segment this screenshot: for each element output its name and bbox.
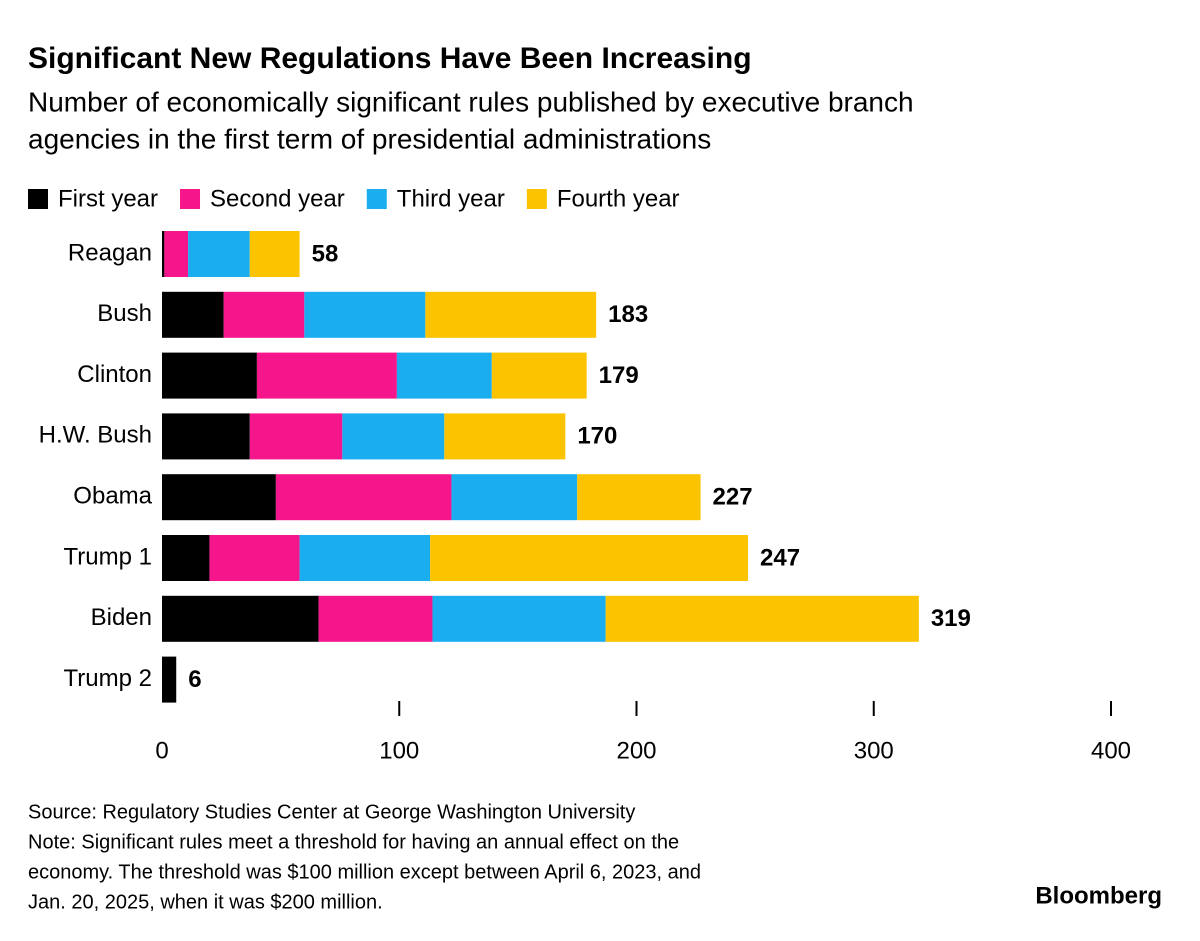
bar-segment xyxy=(275,474,452,521)
total-label: 227 xyxy=(713,484,753,511)
bar-segment xyxy=(304,291,426,338)
x-tick-label: 100 xyxy=(379,737,419,764)
legend-label: Second year xyxy=(210,185,345,212)
bar-segment xyxy=(577,474,701,521)
legend-swatch xyxy=(366,189,387,209)
bar-segment xyxy=(299,535,431,581)
x-tick-label: 400 xyxy=(1091,737,1131,764)
bar-segment xyxy=(491,352,587,399)
bar-segment xyxy=(162,352,257,399)
bar-segment xyxy=(162,474,276,521)
subtitle: agencies in the first term of presidenti… xyxy=(28,123,711,154)
bar-segment xyxy=(162,535,210,581)
y-tick-label: Trump 1 xyxy=(64,543,152,570)
bar-segment xyxy=(342,413,445,460)
x-tick-label: 300 xyxy=(854,737,894,764)
legend-swatch xyxy=(526,189,547,209)
legend-label: First year xyxy=(58,185,158,212)
total-label: 170 xyxy=(577,423,617,450)
bar-segment xyxy=(188,231,250,277)
bar-segment xyxy=(605,595,919,642)
source: Source: Regulatory Studies Center at Geo… xyxy=(28,801,635,823)
bar-segment xyxy=(249,231,300,277)
legend-label: Fourth year xyxy=(557,185,680,212)
bar-segment xyxy=(256,352,397,399)
legend-label: Third year xyxy=(397,185,505,212)
y-tick-label: Obama xyxy=(73,483,152,510)
total-label: 58 xyxy=(312,240,339,267)
chart-title: Significant New Regulations Have Been In… xyxy=(28,42,752,75)
total-label: 6 xyxy=(188,666,201,693)
bar-segment xyxy=(162,595,319,642)
y-tick-label: Reagan xyxy=(68,239,152,266)
note: economy. The threshold was $100 million … xyxy=(28,861,701,883)
y-tick-label: Bush xyxy=(97,300,152,327)
note: Jan. 20, 2025, when it was $200 million. xyxy=(28,891,383,913)
total-label: 179 xyxy=(599,362,639,389)
bar-segment xyxy=(162,231,165,277)
legend-swatch xyxy=(28,189,48,209)
x-tick-label: 0 xyxy=(155,737,168,764)
bar-segment xyxy=(432,595,606,642)
y-tick-label: H.W. Bush xyxy=(39,422,152,449)
y-tick-label: Clinton xyxy=(77,361,152,388)
total-label: 183 xyxy=(608,301,648,328)
y-tick-label: Biden xyxy=(91,604,152,631)
total-label: 247 xyxy=(760,544,800,571)
brand: Bloomberg xyxy=(1035,882,1162,909)
bar-segment xyxy=(223,291,305,338)
bar-segment xyxy=(451,474,578,521)
bar-segment xyxy=(162,413,250,460)
bar-segment xyxy=(249,413,343,460)
bar-segment xyxy=(444,413,566,460)
bar-segment xyxy=(162,656,177,703)
note: Note: Significant rules meet a threshold… xyxy=(28,831,679,853)
y-tick-label: Trump 2 xyxy=(64,665,152,692)
bar-segment xyxy=(396,352,492,399)
subtitle: Number of economically significant rules… xyxy=(28,86,914,117)
bar-segment xyxy=(209,535,300,581)
legend-swatch xyxy=(180,189,201,209)
x-tick-label: 200 xyxy=(616,737,656,764)
bar-segment xyxy=(318,595,433,642)
total-label: 319 xyxy=(931,605,971,632)
bar-segment xyxy=(162,291,224,338)
bar-segment xyxy=(164,231,189,277)
bar-segment xyxy=(425,291,597,338)
bar-segment xyxy=(430,535,749,581)
